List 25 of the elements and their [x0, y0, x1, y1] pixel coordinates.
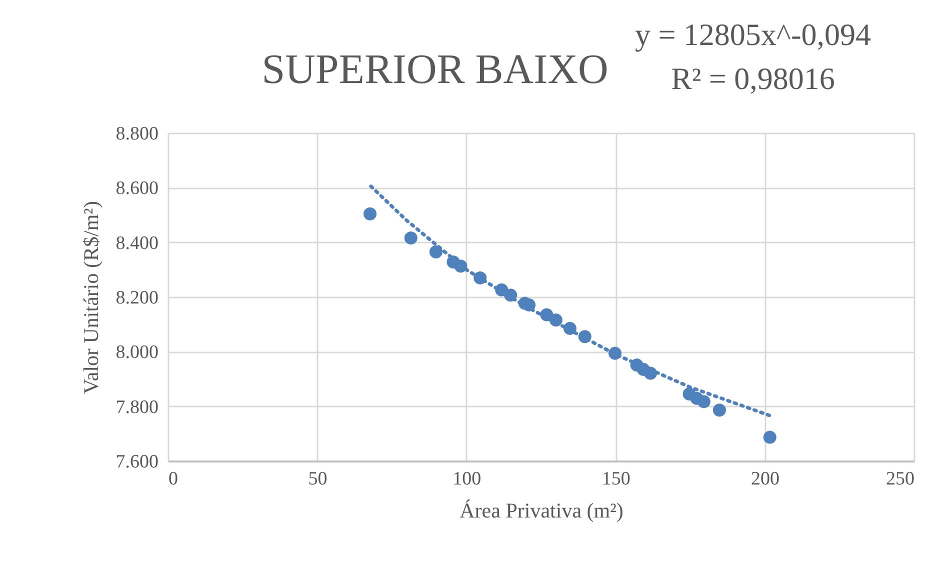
x-tick-label: 250	[886, 468, 914, 490]
y-tick-label: 8.800	[116, 124, 158, 144]
y-tick-label: 8.000	[116, 342, 158, 364]
line-series	[369, 184, 773, 418]
point	[712, 404, 726, 417]
text: R² = 0,98016	[671, 61, 835, 96]
point	[429, 245, 442, 258]
y-tick-label: 8.400	[116, 232, 158, 254]
x-tick-label: 0	[168, 468, 178, 490]
point	[697, 395, 710, 408]
y-axis-title: Valor Unitário (R$/m²)	[78, 201, 103, 394]
y-tick-label: 7.800	[116, 396, 158, 418]
point	[763, 430, 776, 444]
x-tick-label: 200	[751, 468, 780, 490]
y-tick-label: 7.600	[116, 452, 158, 472]
point	[404, 231, 418, 244]
x-tick-label: 50	[308, 468, 328, 490]
x-tick-label: 150	[602, 468, 630, 490]
text: y = 12805x^-0,094	[634, 17, 872, 52]
y-tick-label: 8.600	[116, 178, 158, 200]
y-tick-label: 8.200	[116, 288, 158, 308]
point	[364, 207, 377, 220]
x-axis-title: Área Privativa (m²)	[460, 498, 624, 522]
x-tick-label: 100	[452, 468, 482, 490]
chart-title: SUPERIOR BAIXO	[262, 47, 608, 93]
